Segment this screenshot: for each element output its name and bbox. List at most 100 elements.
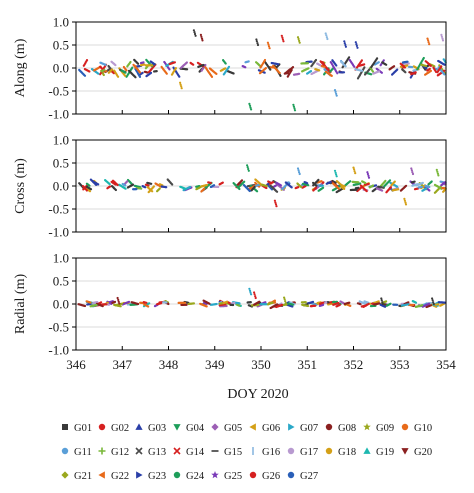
legend-label: G22: [111, 471, 129, 482]
outlier-point: [296, 36, 300, 39]
outlier-point: [284, 300, 287, 303]
outlier-point: [334, 90, 337, 93]
outlier-point: [249, 291, 252, 294]
legend-item-g27: G27: [287, 471, 318, 482]
data-point: [310, 60, 313, 63]
data-point: [342, 71, 346, 74]
legend-item-g16: G16: [252, 447, 280, 458]
y-tick-label: 0.5: [53, 274, 69, 289]
data-point: [150, 182, 153, 185]
outlier-point: [381, 302, 384, 306]
data-point: [278, 71, 281, 75]
data-point: [244, 66, 247, 69]
data-point: [353, 65, 356, 68]
y-tick-label: -1.0: [48, 225, 69, 240]
outlier-point: [431, 299, 434, 302]
legend-marker: [288, 423, 295, 431]
outlier-point: [179, 83, 182, 86]
legend-label: G09: [376, 423, 394, 434]
outlier-point: [411, 171, 414, 174]
data-point: [428, 185, 431, 189]
outlier-point: [247, 167, 250, 171]
outlier-point: [298, 172, 301, 176]
data-point: [208, 302, 211, 305]
legend-item-g20: G20: [401, 447, 432, 458]
data-point: [225, 304, 228, 308]
x-tick-label: 347: [113, 357, 133, 372]
outlier-point: [280, 34, 283, 37]
legend-item-g18: G18: [325, 447, 356, 458]
data-point: [371, 184, 375, 187]
data-point: [102, 73, 105, 77]
data-point: [210, 75, 214, 78]
legend-label: G07: [300, 423, 318, 434]
data-point: [106, 301, 109, 304]
data-point: [178, 75, 181, 78]
legend-label: G08: [338, 423, 356, 434]
outlier-point: [353, 168, 356, 171]
outlier-point: [435, 168, 438, 171]
data-point: [378, 70, 381, 73]
data-point: [389, 302, 392, 305]
data-point: [158, 187, 161, 190]
y-tick-label: 1.0: [53, 133, 69, 148]
legend-marker: [401, 423, 409, 431]
data-point: [338, 185, 341, 188]
legend-item-g09: G09: [363, 423, 394, 434]
data-point: [384, 305, 387, 308]
data-point: [304, 301, 307, 304]
legend-item-g19: G19: [363, 447, 394, 458]
data-point: [396, 68, 399, 71]
data-point: [325, 301, 328, 304]
legend-marker: [98, 471, 105, 479]
data-point: [107, 303, 111, 306]
legend-marker: [98, 423, 106, 431]
data-point: [114, 64, 117, 67]
outlier-point: [192, 29, 195, 32]
data-point: [359, 182, 362, 185]
data-points: [78, 164, 447, 208]
data-point: [309, 70, 313, 73]
data-point: [388, 179, 392, 182]
data-point: [381, 189, 384, 192]
data-point: [365, 190, 368, 193]
legend-item-g10: G10: [401, 423, 432, 434]
legend-label: G26: [262, 471, 280, 482]
legend-marker: [136, 471, 143, 479]
x-tick-label: 350: [251, 357, 271, 372]
legend-item-g06: G06: [249, 423, 280, 434]
legend-label: G19: [376, 447, 394, 458]
y-tick-label: -1.0: [48, 343, 69, 358]
y-tick-label: -0.5: [48, 84, 69, 99]
data-point: [248, 189, 251, 193]
data-point: [414, 301, 418, 304]
data-point: [247, 60, 250, 63]
data-point: [135, 188, 138, 191]
outlier-point: [428, 43, 431, 46]
data-point: [414, 71, 417, 74]
data-point: [89, 301, 92, 304]
data-point: [376, 57, 379, 60]
outlier-point: [273, 199, 276, 202]
data-point: [263, 71, 266, 74]
outlier-point: [117, 300, 120, 303]
data-point: [430, 180, 433, 183]
data-point: [204, 63, 207, 67]
data-point: [291, 66, 295, 69]
legend-item-g22: G22: [98, 471, 129, 482]
data-point: [360, 59, 363, 62]
legend-marker: [249, 471, 257, 479]
data-point: [429, 64, 432, 67]
data-point: [144, 186, 147, 189]
data-point: [264, 301, 267, 304]
data-point: [240, 179, 244, 182]
data-point: [291, 305, 294, 308]
outlier-point: [440, 33, 443, 37]
data-point: [257, 303, 260, 306]
legend-marker: [62, 424, 68, 430]
data-point: [215, 302, 218, 306]
data-point: [150, 64, 154, 67]
data-point: [108, 185, 112, 188]
data-point: [155, 70, 158, 73]
